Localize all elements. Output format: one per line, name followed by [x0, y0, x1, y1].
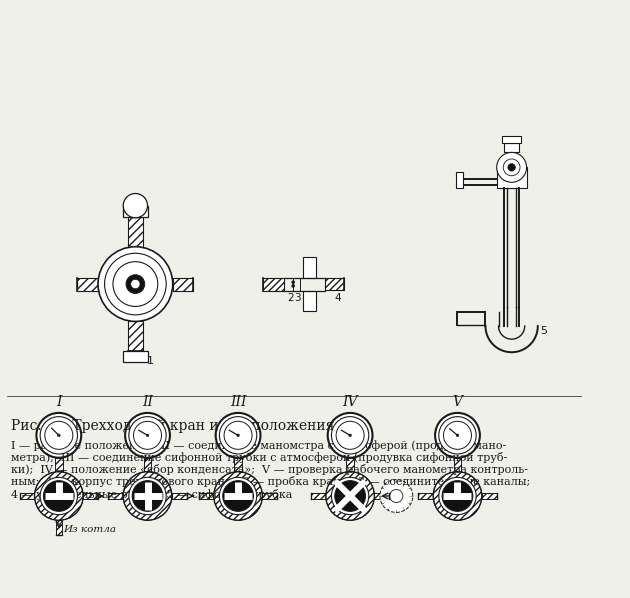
Circle shape: [219, 417, 257, 454]
Bar: [108, 493, 123, 499]
Circle shape: [331, 417, 369, 454]
Circle shape: [508, 164, 515, 171]
Bar: [504, 143, 519, 152]
Bar: [263, 277, 284, 291]
Text: IV: IV: [342, 395, 358, 409]
Text: I — рабочее положение;  II — соединение маномстра с атмосферой (продувка мано-: I — рабочее положение; II — соединение м…: [11, 440, 507, 451]
Circle shape: [105, 253, 166, 315]
Circle shape: [126, 274, 145, 294]
Bar: [199, 493, 214, 499]
Ellipse shape: [439, 477, 476, 515]
Bar: [304, 291, 316, 311]
Bar: [144, 457, 151, 472]
Bar: [123, 206, 147, 217]
Circle shape: [43, 481, 74, 511]
Bar: [374, 493, 389, 499]
Circle shape: [349, 434, 352, 437]
Circle shape: [380, 480, 413, 512]
Bar: [234, 457, 242, 472]
Ellipse shape: [214, 472, 262, 520]
Text: 1: 1: [147, 356, 154, 365]
Bar: [128, 217, 143, 247]
Circle shape: [113, 262, 158, 306]
Circle shape: [503, 159, 520, 176]
Circle shape: [40, 417, 77, 454]
Circle shape: [130, 279, 140, 289]
Text: 4: 4: [335, 294, 341, 303]
Circle shape: [123, 194, 147, 218]
Bar: [83, 493, 98, 499]
Circle shape: [336, 422, 364, 449]
Circle shape: [292, 285, 294, 287]
Circle shape: [146, 434, 149, 437]
Ellipse shape: [433, 472, 482, 520]
Text: 2: 2: [287, 294, 294, 303]
Ellipse shape: [40, 477, 77, 515]
Text: 5: 5: [541, 326, 547, 335]
Circle shape: [132, 481, 163, 511]
Circle shape: [215, 413, 260, 457]
Bar: [55, 520, 62, 535]
Ellipse shape: [326, 472, 374, 520]
Bar: [496, 167, 527, 188]
Circle shape: [223, 481, 253, 511]
Bar: [418, 493, 433, 499]
Bar: [311, 493, 326, 499]
Circle shape: [444, 422, 471, 449]
Text: V: V: [452, 395, 462, 409]
Circle shape: [129, 417, 166, 454]
Bar: [346, 457, 354, 472]
Bar: [502, 136, 521, 143]
Bar: [454, 457, 461, 472]
Text: метра);  III — соединение сифонной трубки с атмосферой (продувка сифонной труб-: метра); III — соединение сифонной трубки…: [11, 452, 508, 463]
Bar: [77, 277, 98, 291]
Circle shape: [292, 281, 294, 283]
Ellipse shape: [129, 477, 166, 515]
Text: Рис. 11. Трехходовой кран и его положения: Рис. 11. Трехходовой кран и его положени…: [11, 419, 335, 434]
Text: III: III: [230, 395, 246, 409]
Circle shape: [456, 434, 459, 437]
Bar: [173, 277, 193, 291]
Ellipse shape: [219, 477, 257, 515]
Bar: [123, 351, 147, 362]
Circle shape: [125, 413, 170, 457]
Circle shape: [45, 422, 73, 449]
Circle shape: [224, 422, 252, 449]
Bar: [20, 493, 35, 499]
Text: II: II: [142, 395, 153, 409]
Bar: [304, 257, 316, 277]
Circle shape: [435, 413, 480, 457]
Circle shape: [237, 434, 239, 437]
Circle shape: [439, 417, 476, 454]
Circle shape: [496, 152, 527, 182]
Ellipse shape: [123, 472, 172, 520]
Text: ки);  IV — положение «сбор конденсата»;  V — проверка рабочего манометра контрол: ки); IV — положение «сбор конденсата»; V…: [11, 464, 528, 475]
Ellipse shape: [35, 472, 83, 520]
Text: ным;  1 — корпус трехходового крана;  2 — пробка крана;  3 — соединительные кана: ным; 1 — корпус трехходового крана; 2 — …: [11, 477, 530, 487]
Bar: [262, 493, 277, 499]
Bar: [455, 172, 463, 188]
Bar: [55, 457, 62, 472]
Text: 4 — указательные риски;  5 — сифонная трубка: 4 — указательные риски; 5 — сифонная тру…: [11, 489, 292, 499]
Circle shape: [98, 247, 173, 321]
Circle shape: [442, 481, 472, 511]
Bar: [325, 279, 343, 289]
Bar: [482, 493, 496, 499]
Circle shape: [57, 434, 60, 437]
Bar: [128, 321, 143, 351]
Text: Из котла: Из котла: [64, 525, 117, 534]
Bar: [172, 493, 186, 499]
Ellipse shape: [331, 477, 369, 515]
Circle shape: [335, 481, 365, 511]
Circle shape: [328, 413, 372, 457]
Circle shape: [37, 413, 81, 457]
Circle shape: [134, 422, 161, 449]
Text: 3: 3: [294, 294, 301, 303]
Text: I: I: [56, 395, 62, 409]
